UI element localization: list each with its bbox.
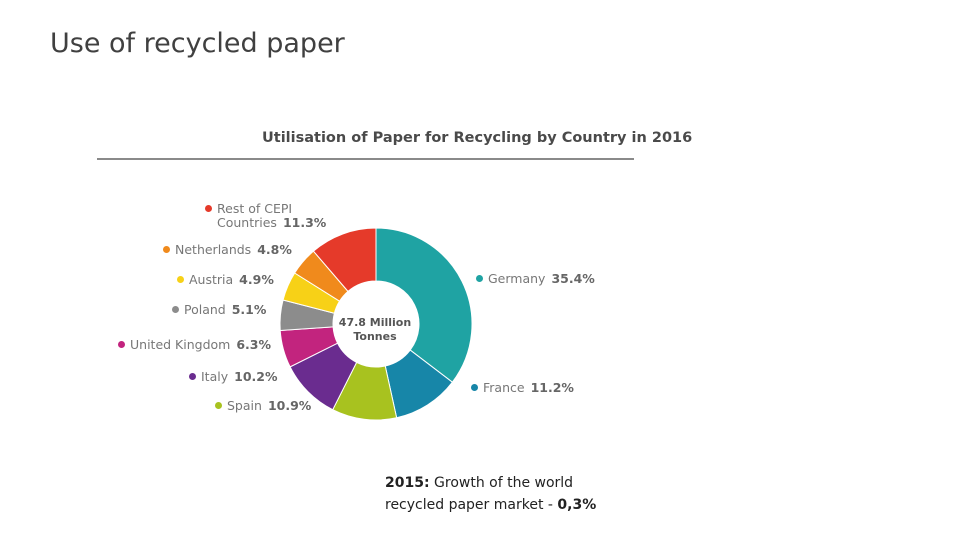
note-text: Growth of the world recycled paper marke… (385, 475, 574, 513)
legend-dot-rest (205, 205, 212, 212)
note-year: 2015: (385, 475, 430, 491)
legend-item-rest-of-cepi: Rest of CEPI Countries 11.3% (205, 202, 326, 230)
donut-hole (333, 281, 419, 367)
legend-item-netherlands: Netherlands 4.8% (163, 243, 292, 257)
legend-label-poland: Poland (184, 302, 226, 317)
legend-item-spain: Spain 10.9% (215, 399, 311, 413)
center-label-unit: Tonnes (353, 330, 397, 343)
center-label-total: 47.8 Million (338, 316, 412, 329)
donut-center-label: 47.8 Million Tonnes (333, 316, 417, 344)
legend-dot-united-kingdom (118, 341, 125, 348)
legend-item-france: France 11.2% (471, 381, 574, 395)
legend-dot-italy (189, 373, 196, 380)
legend-label-netherlands: Netherlands (175, 242, 252, 257)
legend-dot-netherlands (163, 246, 170, 253)
legend-value-spain: 10.9% (267, 398, 312, 413)
legend-dot-spain (215, 402, 222, 409)
legend-value-rest: 11.3% (282, 215, 327, 230)
legend-label-italy: Italy (201, 369, 229, 384)
legend-item-united-kingdom: United Kingdom 6.3% (118, 338, 271, 352)
legend-value-united-kingdom: 6.3% (236, 337, 272, 352)
legend-dot-france (471, 384, 478, 391)
slide-title: Use of recycled paper (50, 28, 345, 59)
legend-dot-germany (476, 275, 483, 282)
legend-value-germany: 35.4% (551, 271, 595, 286)
legend-value-france: 11.2% (530, 380, 574, 395)
legend-value-italy: 10.2% (234, 369, 278, 384)
legend-dot-poland (172, 306, 179, 313)
market-growth-note: 2015: Growth of the world recycled paper… (385, 472, 605, 516)
note-value: 0,3% (557, 497, 597, 513)
legend-label-austria: Austria (189, 272, 234, 287)
legend-item-germany: Germany 35.4% (476, 272, 595, 286)
legend-value-netherlands: 4.8% (257, 242, 292, 257)
legend-value-poland: 5.1% (231, 302, 267, 317)
legend-item-italy: Italy 10.2% (189, 370, 278, 384)
legend-label-rest-line1: Rest of CEPI (217, 201, 293, 216)
legend-dot-austria (177, 276, 184, 283)
legend-label-france: France (483, 380, 525, 395)
chart-title-divider (97, 158, 634, 160)
legend-label-rest-line2: Countries (217, 215, 277, 230)
chart-title: Utilisation of Paper for Recycling by Co… (262, 130, 693, 146)
legend-label-spain: Spain (227, 398, 262, 413)
legend-item-austria: Austria 4.9% (177, 273, 274, 287)
legend-label-germany: Germany (488, 271, 546, 286)
legend-item-poland: Poland 5.1% (172, 303, 266, 317)
legend-label-united-kingdom: United Kingdom (130, 337, 231, 352)
legend-value-austria: 4.9% (239, 272, 274, 287)
